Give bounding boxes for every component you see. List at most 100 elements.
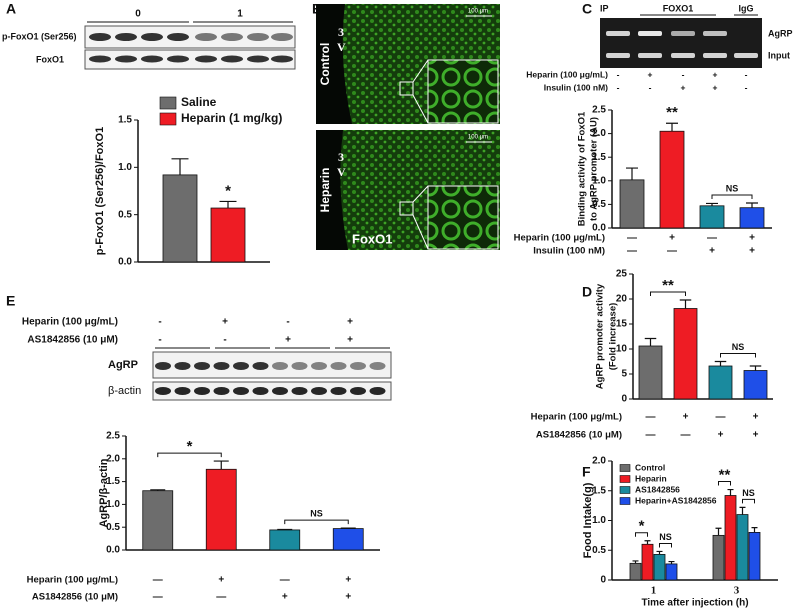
- condition-label: AS1842856 (10 μM): [536, 430, 622, 441]
- condition-mark: —: [627, 233, 637, 244]
- y-tick-label: 0.0: [106, 545, 120, 556]
- blot-band: [213, 387, 230, 395]
- y-axis-label: to AgRP promoter (AU): [589, 117, 600, 221]
- y-tick-label: 1.0: [118, 162, 132, 173]
- panel-label: A: [6, 1, 16, 17]
- x-tick-label: 3: [734, 585, 740, 597]
- blot-band: [233, 387, 249, 395]
- inset-box: [399, 81, 414, 96]
- blot-band: [311, 362, 327, 370]
- significance-label: *: [639, 518, 645, 535]
- gel-band: [671, 31, 695, 36]
- blot-band: [221, 33, 243, 41]
- treatment-mark: +: [713, 82, 718, 92]
- blot-band: [271, 55, 293, 63]
- inset-line: [412, 59, 429, 83]
- condition-mark: +: [718, 430, 724, 441]
- error-bar: [727, 488, 734, 496]
- treatment-label: Heparin (100 μg/mL): [22, 317, 118, 328]
- error-bar: [714, 360, 727, 366]
- gel-band: [638, 53, 662, 58]
- blot-band: [350, 362, 366, 370]
- condition-label: Insulin (100 nM): [533, 246, 605, 257]
- y-tick-label: 2.0: [106, 453, 120, 464]
- blot-band: [369, 362, 386, 370]
- gel-band: [703, 53, 727, 58]
- bar: [724, 495, 737, 581]
- blot-band: [233, 362, 249, 370]
- error-bar: [150, 489, 166, 491]
- error-bar: [632, 560, 639, 564]
- error-bar: [668, 560, 675, 564]
- gel-row-label: Input: [768, 50, 790, 60]
- y-tick-label: 10: [616, 344, 628, 355]
- significance-label: **: [662, 277, 674, 294]
- region-label: V: [337, 165, 346, 179]
- y-tick-label: 15: [616, 319, 628, 330]
- inset-line: [412, 214, 429, 250]
- condition-mark: +: [345, 592, 351, 603]
- gel-band: [638, 31, 662, 36]
- blot-band: [213, 362, 230, 370]
- blot-band: [194, 362, 210, 370]
- antibody-label: IgG: [739, 3, 754, 13]
- y-tick-label: 1.5: [106, 476, 120, 487]
- blot-band: [195, 33, 217, 41]
- condition-mark: —: [216, 592, 226, 603]
- condition-mark: +: [749, 233, 755, 244]
- treatment-mark: +: [648, 69, 653, 79]
- x-axis-label: Time after injection (h): [641, 598, 748, 609]
- treatment-mark: -: [158, 335, 161, 346]
- bar: [659, 130, 685, 229]
- y-axis-label: Binding activity of FoxO1: [577, 111, 588, 226]
- error-bar: [749, 365, 762, 371]
- significance-label: NS: [726, 183, 739, 193]
- bar: [665, 563, 678, 581]
- blot-band: [141, 55, 163, 63]
- legend-swatch: [159, 112, 177, 126]
- condition-label: Heparin (100 μg/mL): [514, 233, 605, 244]
- blot-band: [272, 362, 288, 370]
- significance-label: NS: [732, 342, 745, 352]
- panel-label: C: [582, 1, 592, 17]
- condition-mark: +: [749, 246, 755, 257]
- y-tick-label: 2.0: [592, 128, 606, 139]
- significance-bracket: [711, 194, 753, 199]
- bar: [673, 308, 698, 400]
- scale-label: 100 μm: [468, 135, 488, 141]
- condition-mark: —: [707, 233, 717, 244]
- antibody-label: FOXO1: [663, 3, 694, 13]
- gel-row-label: AgRP: [768, 28, 793, 38]
- gel-band: [734, 53, 758, 58]
- y-axis-label: Food Intake(g): [582, 482, 594, 558]
- significance-bracket: [635, 532, 648, 537]
- treatment-mark: -: [158, 317, 161, 328]
- significance-bracket: [284, 519, 349, 525]
- blot-band: [272, 387, 288, 395]
- bar: [629, 562, 642, 581]
- gel-band: [671, 53, 695, 58]
- blot-band: [195, 55, 217, 63]
- error-bar: [644, 337, 657, 346]
- legend-swatch: [619, 486, 631, 494]
- bar: [748, 532, 761, 581]
- blot-band: [194, 387, 210, 395]
- bar: [708, 365, 733, 400]
- treatment-label: AS1842856 (10 μM): [27, 335, 118, 346]
- blot-row-label: β-actin: [108, 385, 141, 397]
- bar: [162, 174, 198, 263]
- y-tick-label: 2.5: [106, 431, 120, 442]
- significance-label: NS: [742, 488, 755, 498]
- blot-band: [89, 55, 111, 63]
- bar: [736, 514, 749, 581]
- blot-group: 0: [135, 9, 141, 20]
- panel-label: F: [582, 464, 591, 480]
- legend-label: Saline: [181, 95, 217, 109]
- y-tick-label: 0.5: [118, 209, 132, 220]
- y-tick-label: 2.0: [592, 456, 606, 467]
- blot-band: [252, 362, 269, 370]
- significance-label: NS: [659, 532, 672, 542]
- condition-mark: —: [153, 575, 163, 586]
- blot-band: [330, 362, 347, 370]
